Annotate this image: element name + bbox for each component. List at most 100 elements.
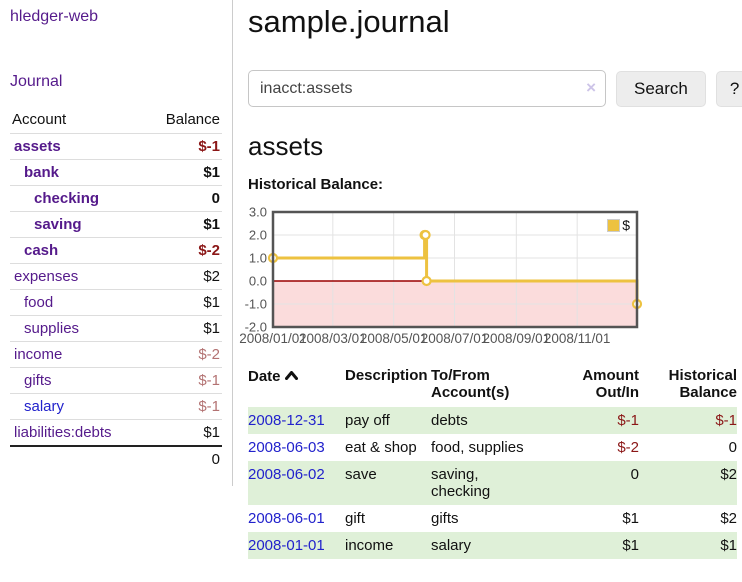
sidebar-item-journal[interactable]: Journal	[10, 73, 63, 90]
register-column-header[interactable]: Historical Balance	[639, 365, 737, 407]
register-column-header[interactable]: To/From Account(s)	[431, 365, 551, 407]
register-column-header[interactable]: Description	[345, 365, 431, 407]
transaction-date-link[interactable]: 2008-01-01	[248, 537, 325, 554]
svg-text:3.0: 3.0	[249, 205, 267, 220]
account-balance: $1	[145, 211, 222, 238]
account-link[interactable]: saving	[34, 216, 82, 233]
account-link[interactable]: supplies	[24, 320, 80, 337]
account-row: salary $-1	[10, 393, 222, 420]
register-row: 2008-01-01 income salary $1 $1	[248, 532, 737, 559]
account-column-header: Account	[10, 106, 146, 134]
transaction-date-cell: 2008-12-31	[248, 407, 345, 434]
account-link[interactable]: cash	[24, 242, 59, 259]
account-cell: checking	[10, 185, 146, 212]
header-label: Description	[345, 367, 428, 384]
svg-text:2008/09/01: 2008/09/01	[483, 331, 551, 346]
transaction-balance: 0	[728, 439, 737, 456]
account-balance: $1	[145, 289, 222, 316]
account-balance: $1	[145, 315, 222, 342]
transaction-amount: $-2	[617, 439, 639, 456]
svg-text:2008/01/01: 2008/01/01	[239, 331, 307, 346]
app-title-link[interactable]: hledger-web	[10, 8, 99, 25]
account-cell: food	[10, 289, 146, 316]
transaction-accounts: food, supplies	[431, 439, 524, 456]
accounts-table-header: Account Balance	[10, 106, 222, 134]
svg-text:2008/05/01: 2008/05/01	[360, 331, 428, 346]
account-balance: $-1	[145, 367, 222, 394]
transaction-date-link[interactable]: 2008-06-02	[248, 466, 325, 483]
transaction-description: gift	[345, 510, 366, 527]
account-row: expenses $2	[10, 263, 222, 290]
transaction-date-cell: 2008-01-01	[248, 532, 345, 559]
balance-column-header: Balance	[145, 106, 222, 134]
transaction-amount: $1	[622, 537, 639, 554]
account-cell: supplies	[10, 315, 146, 342]
chart-legend: $	[605, 216, 632, 234]
account-row: food $1	[10, 289, 222, 316]
account-link[interactable]: bank	[24, 164, 60, 181]
transaction-balance: $1	[720, 537, 737, 554]
header-label-line2: Out/In	[595, 384, 639, 401]
transaction-date-link[interactable]: 2008-06-01	[248, 510, 325, 527]
account-link[interactable]: salary	[24, 398, 65, 415]
svg-text:2008/11/01: 2008/11/01	[544, 331, 611, 346]
account-row: assets $-1	[10, 133, 222, 160]
account-link[interactable]: assets	[14, 138, 61, 155]
search-input[interactable]	[248, 70, 606, 107]
transaction-amount: $1	[622, 510, 639, 527]
register-row: 2008-06-03 eat & shop food, supplies $-2 0	[248, 434, 737, 461]
transaction-date-cell: 2008-06-03	[248, 434, 345, 461]
transaction-date-link[interactable]: 2008-06-03	[248, 439, 325, 456]
transaction-balance: $2	[720, 510, 737, 527]
account-link[interactable]: gifts	[24, 372, 52, 389]
account-cell: assets	[10, 133, 146, 160]
transaction-description: income	[345, 537, 394, 554]
transaction-date-link[interactable]: 2008-12-31	[248, 412, 325, 429]
account-row: bank $1	[10, 159, 222, 186]
account-cell: expenses	[10, 263, 146, 290]
account-link[interactable]: checking	[34, 190, 100, 207]
account-row: income $-2	[10, 341, 222, 368]
account-link[interactable]: food	[24, 294, 54, 311]
account-cell: cash	[10, 237, 146, 264]
svg-text:-1.0: -1.0	[245, 297, 267, 312]
account-row: checking 0	[10, 185, 222, 212]
register-column-header[interactable]: Amount Out/In	[551, 365, 639, 407]
register-row: 2008-06-01 gift gifts $1 $2	[248, 505, 737, 532]
account-cell: liabilities:debts	[10, 419, 146, 447]
historical-balance-chart: 3.0 2.0 1.0 0.0 -1.0 -2.0 2008/01/01 2008/03/01…	[239, 205, 644, 349]
accounts-table: Account Balance assets $-1 bank $1 checking 0…	[10, 106, 222, 472]
transaction-description: eat & shop	[345, 439, 417, 456]
account-balance: $-1	[145, 393, 222, 420]
transaction-balance: $2	[720, 466, 737, 483]
account-link[interactable]: expenses	[14, 268, 79, 285]
account-balance: $-1	[145, 133, 222, 160]
sort-ascending-icon	[284, 367, 298, 384]
header-label-line2: Account(s)	[431, 384, 510, 401]
transaction-accounts: saving, checking	[431, 466, 491, 500]
chart-title: Historical Balance:	[248, 176, 384, 193]
search-box: ×	[248, 70, 606, 107]
transaction-description: save	[345, 466, 377, 483]
account-row: supplies $1	[10, 315, 222, 342]
account-link[interactable]: liabilities:debts	[14, 424, 112, 441]
clear-search-icon[interactable]: ×	[586, 78, 596, 97]
svg-text:2008/03/01: 2008/03/01	[299, 331, 367, 346]
header-label: Date	[248, 368, 281, 385]
search-button[interactable]: Search	[616, 70, 706, 107]
help-button[interactable]: ?	[715, 70, 742, 107]
header-label: Historical	[668, 367, 737, 384]
main-content: sample.journal × Search ? assets Histori…	[233, 0, 742, 582]
account-row: liabilities:debts $1	[10, 419, 222, 447]
account-row: saving $1	[10, 211, 222, 238]
search-form: × Search ?	[248, 70, 742, 107]
header-label: To/From	[431, 367, 490, 384]
transaction-date-cell: 2008-06-02	[248, 461, 345, 505]
account-link[interactable]: income	[14, 346, 63, 363]
register-column-header[interactable]: Date	[248, 365, 345, 407]
register-row: 2008-06-02 save saving, checking 0 $2	[248, 461, 737, 505]
transaction-accounts: gifts	[431, 510, 459, 527]
account-balance: 0	[145, 185, 222, 212]
svg-text:1.0: 1.0	[249, 251, 267, 266]
account-row: gifts $-1	[10, 367, 222, 394]
